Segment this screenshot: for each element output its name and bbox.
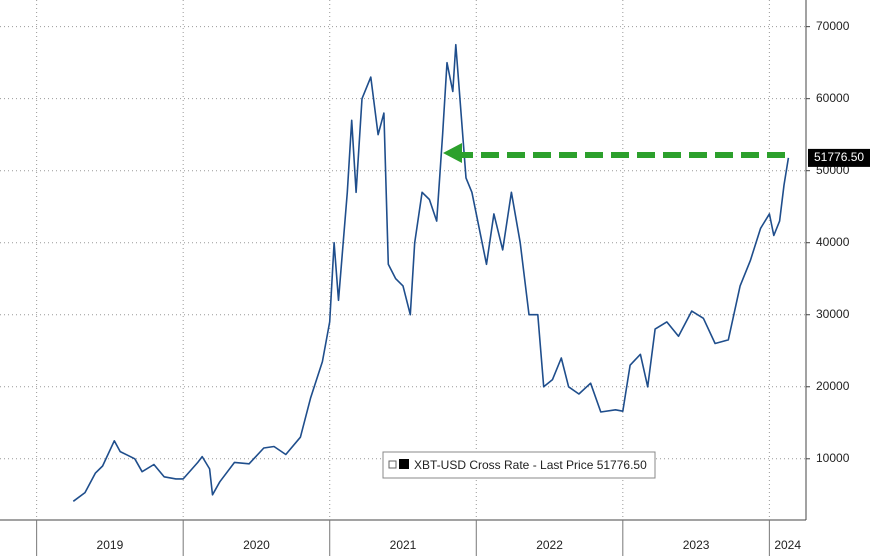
legend-swatch	[399, 459, 409, 469]
legend-label: XBT-USD Cross Rate - Last Price 51776.50	[414, 458, 647, 472]
last-value-tag	[808, 148, 870, 167]
x-tick-label: 2023	[683, 538, 710, 552]
y-tick-label: 70000	[816, 19, 850, 33]
legend-toggle	[388, 460, 397, 469]
y-tick-label: 10000	[816, 451, 850, 465]
x-tick-label: 2019	[97, 538, 124, 552]
y-tick-label: 30000	[816, 307, 850, 321]
last-value-label: 51776.50	[814, 150, 864, 164]
x-tick-label: 2020	[243, 538, 270, 552]
y-tick-label: 60000	[816, 91, 850, 105]
plot	[72, 43, 790, 502]
x-tick-label: 2022	[536, 538, 563, 552]
y-tick-label: 40000	[816, 235, 850, 249]
legend-box	[382, 451, 656, 479]
price-line	[72, 43, 790, 502]
x-tick-label: 2024	[774, 538, 801, 552]
grid	[0, 0, 806, 520]
legend: XBT-USD Cross Rate - Last Price 51776.50	[382, 451, 656, 479]
y-tick-label: 20000	[816, 379, 850, 393]
arrow-head	[443, 143, 462, 163]
x-tick-label: 2021	[390, 538, 417, 552]
